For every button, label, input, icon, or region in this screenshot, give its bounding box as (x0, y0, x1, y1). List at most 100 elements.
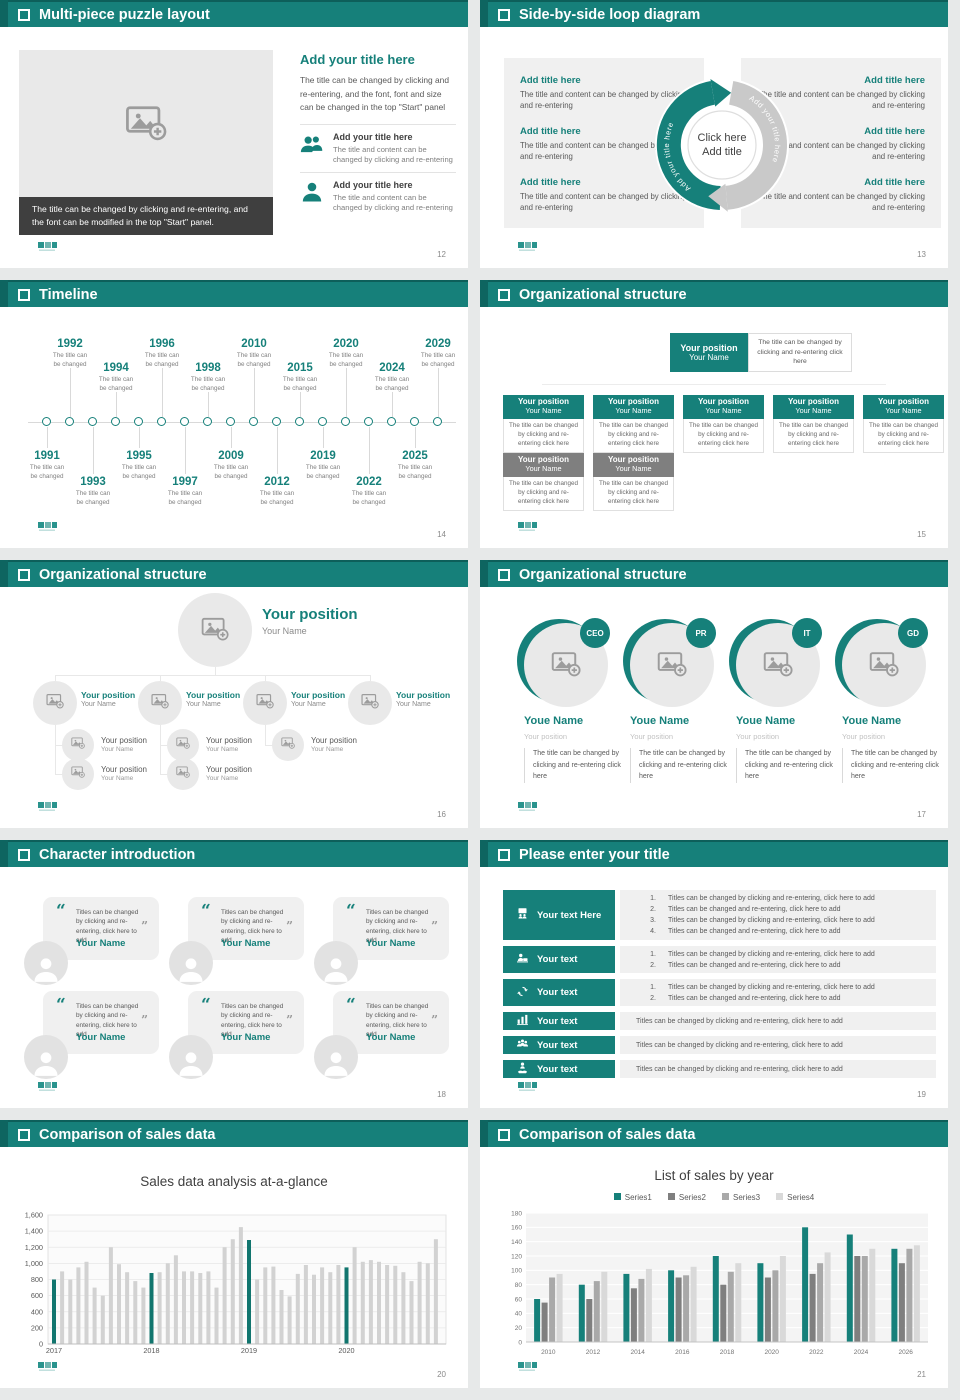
item-text: Titles can be changed by clicking and re… (636, 1017, 843, 1025)
org-child-name: Your Name (101, 746, 134, 753)
image-placeholder-icon (869, 649, 899, 682)
item-text: Titles can be changed and re-entering, c… (668, 928, 841, 935)
timeline-label: 2010 The title can be changed (227, 338, 281, 369)
footer-logo (38, 1079, 62, 1097)
org-child-name: Your Name (101, 775, 134, 782)
title-row-item: 2. Titles can be changed and re-entering,… (636, 993, 936, 1004)
member-badge: CEO (580, 618, 610, 648)
slide-org-structure-people: Organizational structure CEO Youe Name You… (480, 560, 948, 828)
image-placeholder-icon (361, 692, 379, 714)
svg-text:140: 140 (511, 1239, 522, 1246)
org-card-name: Your Name (885, 406, 922, 415)
timeline-connector (438, 368, 439, 417)
org-card-position: Your position (518, 455, 569, 464)
timeline-year: 1991 (34, 450, 60, 462)
timeline-caption: The title can be changed (420, 352, 456, 368)
title-row-panel: 1. Titles can be changed by clicking and … (620, 946, 936, 973)
footer-logo (518, 799, 542, 817)
timeline-year: 2012 (264, 476, 290, 488)
svg-text:2018: 2018 (720, 1349, 735, 1356)
timeline-caption: The title can be changed (167, 490, 203, 506)
timeline-year: 2024 (379, 362, 405, 374)
org-card: Your position Your Name The title can be c… (503, 453, 584, 512)
timeline-caption: The title can be changed (98, 376, 134, 392)
org-branch-position: Your position (81, 690, 136, 700)
square-bullet-icon (18, 288, 30, 301)
title-row-item: Titles can be changed by clicking and re… (636, 1016, 936, 1027)
page-number: 20 (437, 1370, 446, 1379)
org-child-position: Your position (101, 736, 147, 745)
item-text: Titles can be changed and re-entering, c… (668, 994, 841, 1002)
member-position: Your position (524, 732, 568, 741)
org-child-avatar (272, 729, 304, 761)
timeline-connector (254, 368, 255, 417)
page-number: 21 (917, 1370, 926, 1379)
timeline-year: 2010 (241, 338, 267, 350)
loop-item-title: Add title here (520, 75, 581, 86)
title-row-panel: Titles can be changed by clicking and re… (620, 1060, 936, 1078)
member-badge: IT (792, 618, 822, 648)
org-card-name: Your Name (615, 406, 652, 415)
page-number: 15 (917, 530, 926, 539)
square-bullet-icon (18, 1128, 30, 1141)
title-row-label: Your text (503, 1012, 615, 1030)
title-row-item: 1. Titles can be changed by clicking and … (636, 893, 936, 904)
slide-title-bar: Organizational structure (480, 560, 948, 587)
item-text: Titles can be changed and re-entering, c… (668, 906, 841, 913)
timeline-caption: The title can be changed (351, 490, 387, 506)
open-quote-icon: “ (201, 901, 211, 921)
legend-item: Series2 (667, 1193, 706, 1202)
close-quote-icon: ” (286, 1013, 293, 1027)
title-row-text: Your text (537, 954, 578, 965)
character-avatar (314, 1035, 358, 1079)
org-card-note: The title can be changed by clicking and… (683, 419, 764, 454)
loop-panel-item: Add title here The title and content can … (504, 75, 704, 126)
org-branch-name: Your Name (396, 701, 431, 708)
page-number: 13 (917, 250, 926, 259)
org-card-position: Your position (878, 397, 929, 406)
team-icon (516, 1037, 529, 1053)
org-card-note: The title can be changed by clicking and… (593, 477, 674, 512)
loop-item-title: Add title here (864, 75, 925, 86)
timeline-label: 1995 The title can be changed (112, 450, 166, 481)
footer-logo (38, 519, 62, 537)
image-placeholder-icon (125, 102, 167, 146)
character-quote: Titles can be changed by clicking and re… (221, 1003, 284, 1038)
character-quote: Titles can be changed by clicking and re… (76, 1003, 139, 1038)
member-note: The title can be changed by clicking and… (736, 748, 833, 783)
title-row-text: Your text (537, 1063, 578, 1075)
slide-title: Organizational structure (39, 566, 207, 583)
org-card-name: Your Name (615, 464, 652, 473)
square-bullet-icon (18, 8, 30, 21)
timeline-year: 1992 (57, 338, 83, 350)
close-quote-icon: ” (141, 919, 148, 933)
timeline-caption: The title can be changed (144, 352, 180, 368)
chart-title: Sales data analysis at-a-glance (140, 1174, 328, 1189)
slide-title: Comparison of sales data (519, 1126, 696, 1143)
slide-org-structure-cards: Organizational structure Your position Y… (480, 280, 948, 548)
org-card-header: Your position Your Name (593, 453, 674, 477)
timeline-dot (272, 417, 281, 426)
title-row-item: 1. Titles can be changed by clicking and … (636, 949, 936, 960)
footer-logo (518, 519, 542, 537)
timeline-connector (208, 392, 209, 417)
org-child-text: Your position Your Name (206, 765, 252, 782)
title-row-text: Your text (537, 1039, 578, 1051)
timeline-connector (47, 427, 48, 448)
svg-text:80: 80 (515, 1282, 523, 1289)
item-number: 4. (650, 928, 656, 935)
character-avatar (24, 941, 68, 985)
org-card-note: The title can be changed by clicking and… (773, 419, 854, 454)
timeline-dot (88, 417, 97, 426)
timeline-dot (433, 417, 442, 426)
org-child-position: Your position (311, 736, 357, 745)
footer-logo (38, 1359, 62, 1377)
footer-logo (518, 1079, 542, 1097)
timeline-caption: The title can be changed (236, 352, 272, 368)
character-name: Your Name (221, 1032, 271, 1043)
org-child-name: Your Name (206, 746, 239, 753)
title-item-body: The title and content can be changed by … (333, 192, 453, 213)
slide-title-bar: Organizational structure (480, 280, 948, 307)
svg-text:2026: 2026 (898, 1349, 913, 1356)
open-quote-icon: “ (346, 901, 356, 921)
